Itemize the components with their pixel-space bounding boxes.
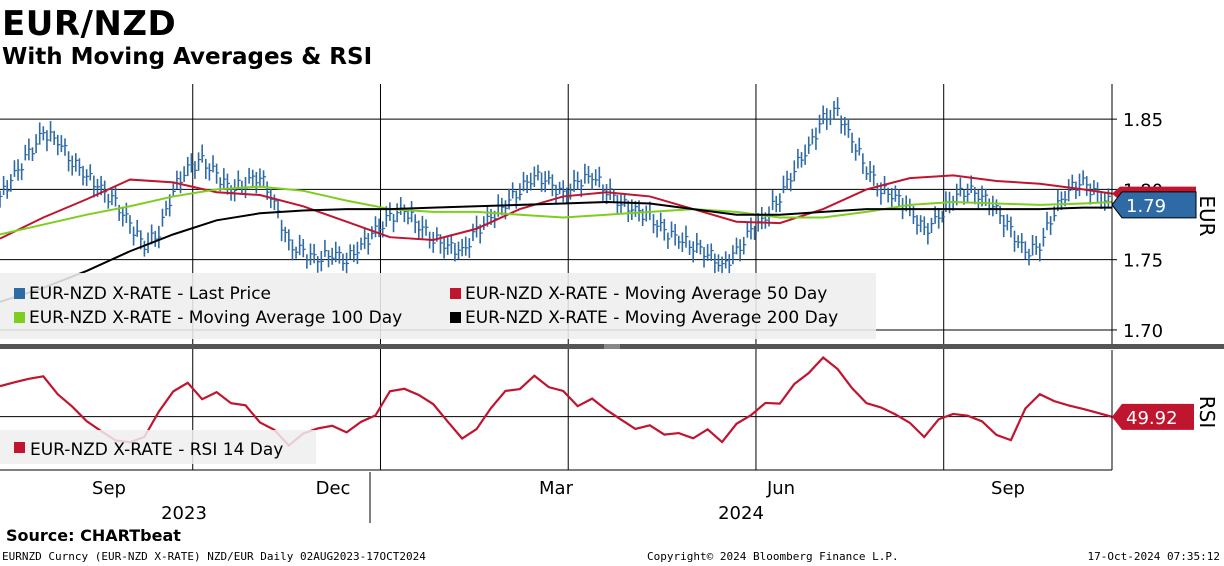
legend-ma100-label: EUR-NZD X-RATE - Moving Average 100 Day	[29, 308, 402, 328]
footer-timestamp: 17-Oct-2024 07:35:12	[1087, 550, 1220, 563]
year-label-2023: 2023	[161, 503, 207, 524]
legend-ma100-swatch	[14, 312, 25, 323]
rsi-value-label: 49.92	[1126, 408, 1178, 429]
price-bars	[0, 97, 1111, 275]
legend-rsi-label: EUR-NZD X-RATE - RSI 14 Day	[30, 440, 283, 460]
price-axis-label: 1.85	[1123, 110, 1163, 131]
chart-subtitle: With Moving Averages & RSI	[2, 44, 373, 70]
legend-rsi-swatch	[14, 442, 25, 453]
source-note: Source: CHARTbeat	[6, 526, 181, 545]
month-label-jun: Jun	[766, 478, 795, 499]
rsi-legend-box	[0, 430, 316, 464]
price-axis-label: 1.70	[1123, 321, 1163, 342]
legend-ma50-label: EUR-NZD X-RATE - Moving Average 50 Day	[465, 284, 827, 304]
legend-ma200-label: EUR-NZD X-RATE - Moving Average 200 Day	[465, 308, 838, 328]
month-label-sep: Sep	[92, 478, 126, 499]
price-legend: EUR-NZD X-RATE - Last Price EUR-NZD X-RAT…	[0, 273, 876, 339]
legend-ma200-swatch	[450, 312, 461, 323]
rsi-axis-title: RSI	[1195, 396, 1219, 429]
time-axis: Sep Dec Mar Jun Sep 2023 2024	[0, 469, 1112, 524]
month-label-sep: Sep	[991, 478, 1025, 499]
rsi-value-tag	[1112, 403, 1194, 430]
price-legend-box	[0, 273, 876, 339]
ma100-line	[0, 185, 1113, 236]
chart-title: EUR/NZD	[2, 4, 177, 44]
ma50-line	[0, 174, 1113, 242]
rsi-legend: EUR-NZD X-RATE - RSI 14 Day	[0, 430, 316, 464]
legend-ma50-swatch	[450, 288, 461, 299]
price-axis-title: EUR	[1195, 195, 1219, 236]
year-label-2024: 2024	[718, 503, 764, 524]
value-tags: 1.79 49.92	[1111, 186, 1197, 430]
legend-last-price-label: EUR-NZD X-RATE - Last Price	[29, 284, 271, 304]
last-price-value-tag	[1111, 191, 1197, 219]
rsi-axis: RSI	[1111, 350, 1219, 470]
panel-divider-handle	[604, 344, 620, 349]
legend-last-price-swatch	[14, 288, 25, 299]
last-price-value-label: 1.79	[1126, 196, 1166, 217]
month-label-dec: Dec	[316, 478, 351, 499]
price-axis-label: 1.75	[1123, 251, 1163, 272]
month-label-mar: Mar	[539, 478, 574, 499]
rsi-line	[0, 356, 1113, 447]
ma200-line	[0, 201, 1112, 303]
footer-security-info: EURNZD Curncy (EUR-NZD X-RATE) NZD/EUR D…	[2, 550, 426, 563]
footer-copyright: Copyright© 2024 Bloomberg Finance L.P.	[647, 550, 899, 563]
